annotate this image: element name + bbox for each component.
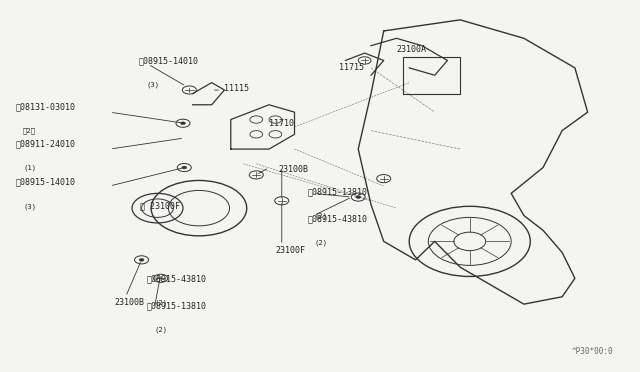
Text: 11715: 11715: [339, 63, 364, 72]
Text: Ⓞ08911-24010: Ⓞ08911-24010: [15, 139, 76, 148]
Text: (3): (3): [23, 203, 36, 209]
Circle shape: [139, 259, 144, 261]
Text: (2): (2): [154, 300, 168, 306]
Circle shape: [182, 166, 187, 169]
Text: (3): (3): [146, 81, 159, 88]
Text: 11115: 11115: [225, 84, 250, 93]
Text: (2): (2): [315, 240, 328, 247]
Text: Ⓥ08915-13810: Ⓥ08915-13810: [147, 301, 207, 311]
Text: ^P30*00:0: ^P30*00:0: [572, 347, 613, 356]
Circle shape: [180, 122, 186, 125]
Text: 23100F: 23100F: [275, 246, 305, 255]
Circle shape: [356, 196, 361, 199]
Text: Ⓥ08915-43810: Ⓥ08915-43810: [147, 275, 207, 283]
Text: Ⓥ08915-14010: Ⓥ08915-14010: [15, 178, 76, 187]
Text: (2): (2): [315, 212, 328, 219]
Text: Ⓥ08915-13810: Ⓥ08915-13810: [307, 187, 367, 196]
Text: (2): (2): [154, 327, 168, 333]
Text: 11710: 11710: [269, 119, 294, 128]
Text: ⒲08131-03010: ⒲08131-03010: [15, 102, 76, 111]
Text: 23100B: 23100B: [115, 298, 145, 307]
Text: (1): (1): [23, 164, 36, 171]
Text: Ⓥ08915-43810: Ⓥ08915-43810: [307, 215, 367, 224]
Text: Ⓥ08915-14010: Ⓥ08915-14010: [138, 56, 198, 65]
Text: 23100B: 23100B: [278, 165, 308, 174]
Text: 〈2〉: 〈2〉: [23, 127, 36, 134]
Text: Ⓥ 23100F: Ⓥ 23100F: [140, 202, 180, 211]
Text: 23100A: 23100A: [396, 45, 426, 54]
